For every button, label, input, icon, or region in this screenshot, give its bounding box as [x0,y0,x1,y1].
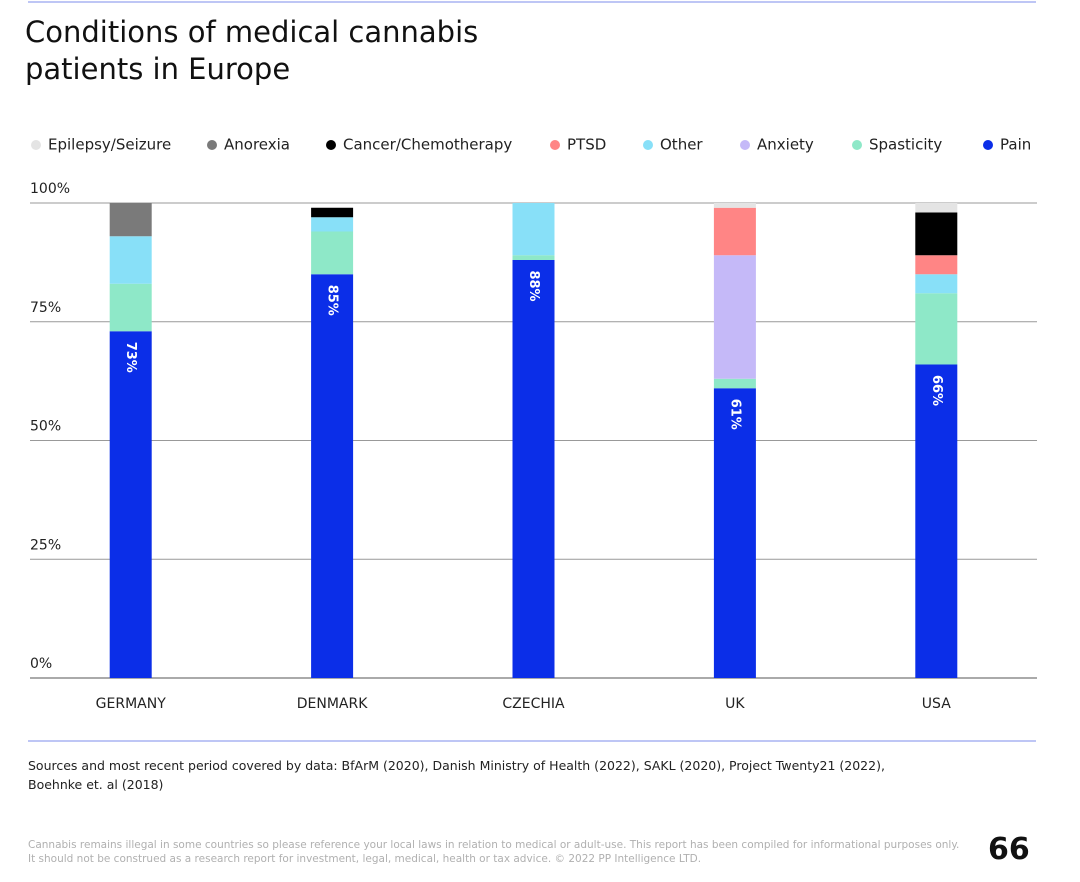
y-tick-label: 25% [30,537,61,553]
bar-segment [311,274,354,678]
x-tick-label: UK [725,696,745,712]
bar-segment [915,274,958,294]
bar-segment [713,207,756,256]
bar-segment [915,203,958,213]
bar-segment [713,388,756,678]
legend-swatch [740,140,750,150]
bar-segment [915,293,958,365]
legend-label: PTSD [567,136,606,154]
bar-segment [512,260,555,678]
bar-segment [713,255,756,379]
bar-segment [512,255,555,260]
bar-segment [915,255,958,275]
legend-label: Anxiety [757,136,814,154]
value-label: 88% [526,270,541,301]
legend-swatch [852,140,862,150]
legend-swatch [983,140,993,150]
legend-label: Other [660,136,703,154]
legend-swatch [207,140,217,150]
disclaimer: Cannabis remains illegal in some countri… [28,839,960,865]
value-label: 61% [727,399,742,430]
legend-swatch [643,140,653,150]
legend-swatch [326,140,336,150]
bar-segment [311,231,354,275]
bar-segment [109,331,152,678]
x-tick-label: GERMANY [96,696,167,712]
bar-segment [311,217,354,232]
x-tick-label: CZECHIA [502,696,565,712]
value-label: 73% [123,342,138,373]
source-note: Sources and most recent period covered b… [28,758,885,792]
bar-segment [915,364,958,678]
bar-segment [713,378,756,389]
legend-label: Pain [1000,136,1031,154]
legend-swatch [31,140,41,150]
bar-segment [311,207,354,218]
y-tick-label: 100% [30,181,70,197]
legend-label: Cancer/Chemotherapy [343,136,512,154]
bar-segment [109,236,152,284]
bar-segment [713,203,756,208]
bar-segment [512,203,555,256]
y-tick-label: 50% [30,419,61,435]
legend-label: Anorexia [224,136,290,154]
value-label: 66% [929,375,944,406]
bar-segment [109,203,152,237]
legend-swatch [550,140,560,150]
bar-segment [915,212,958,256]
legend-label: Epilepsy/Seizure [48,136,171,154]
y-tick-label: 75% [30,300,61,316]
x-tick-label: USA [922,696,951,712]
y-tick-label: 0% [30,656,52,672]
legend-label: Spasticity [869,136,942,154]
value-label: 85% [325,285,340,316]
chart-title: Conditions of medical cannabis patients … [25,15,479,86]
page-number: 66 [988,832,1030,867]
x-tick-label: DENMARK [297,696,368,712]
bar-segment [109,283,152,332]
